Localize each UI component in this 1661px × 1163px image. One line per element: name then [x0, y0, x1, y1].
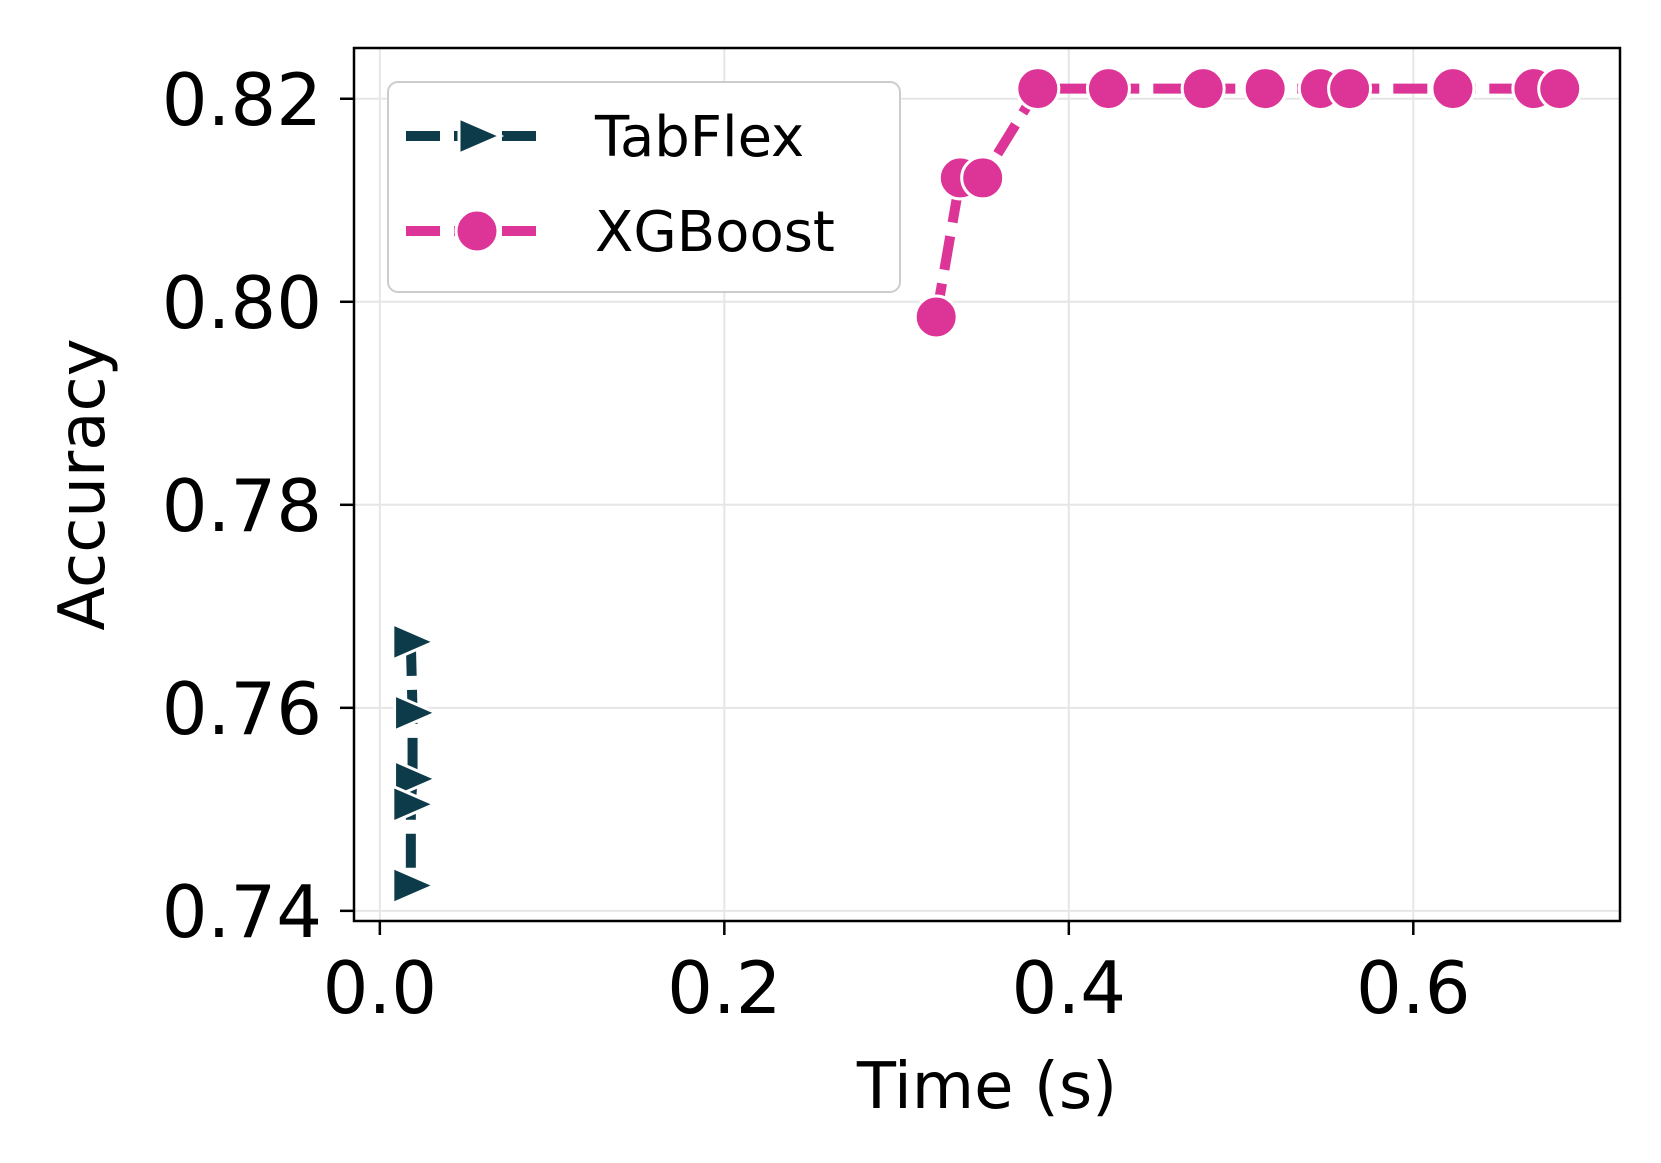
tabflex-point-2	[393, 758, 440, 800]
xgboost-point-8	[1327, 66, 1373, 112]
series-layer	[391, 66, 1583, 906]
xgboost-point-5	[1180, 66, 1226, 112]
y-tick-label-3: 0.80	[162, 261, 322, 345]
xgboost-point-0	[913, 294, 959, 340]
x-tick-label-2: 0.4	[1012, 946, 1127, 1030]
legend-entry-tabflex: TabFlex	[406, 105, 804, 170]
tabflex-point-3	[391, 783, 439, 825]
xgboost-point-9	[1430, 66, 1476, 112]
xgboost-point-6	[1242, 66, 1288, 112]
legend-marker-tabflex	[457, 115, 505, 157]
x-tick-label-1: 0.2	[667, 946, 782, 1030]
tabflex-line	[405, 641, 418, 886]
xgboost-line	[931, 83, 1560, 318]
tabflex-point-4	[391, 865, 439, 906]
x-tick-label-0: 0.0	[323, 946, 438, 1030]
y-tick-label-4: 0.82	[162, 58, 322, 142]
legend-entry-xgboost: XGBoost	[406, 200, 835, 265]
y-axis-label: Accuracy	[46, 338, 120, 630]
x-tick-label-3: 0.6	[1356, 946, 1471, 1030]
legend-label-xgboost: XGBoost	[595, 200, 835, 265]
legend-label-tabflex: TabFlex	[594, 105, 804, 170]
tabflex-point-1	[393, 692, 440, 734]
y-tick-label-0: 0.74	[162, 870, 322, 954]
xgboost-point-2	[960, 155, 1006, 201]
series-tabflex	[391, 621, 440, 906]
tabflex-point-0	[391, 621, 439, 663]
xgboost-point-3	[1015, 66, 1061, 112]
legend-marker-xgboost	[454, 208, 500, 254]
series-xgboost	[913, 66, 1583, 340]
x-axis-label: Time (s)	[856, 1050, 1117, 1124]
y-tick-label-1: 0.76	[162, 667, 322, 751]
xgboost-point-11	[1537, 66, 1583, 112]
plot-frame	[352, 46, 1622, 923]
axis-ticks: 0.0 0.2 0.4 0.6 0.74 0.76 0.78 0.80 0.82	[162, 58, 1471, 1030]
legend: TabFlex XGBoost	[387, 81, 901, 293]
xgboost-point-4	[1085, 66, 1131, 112]
y-tick-label-2: 0.78	[162, 464, 322, 548]
